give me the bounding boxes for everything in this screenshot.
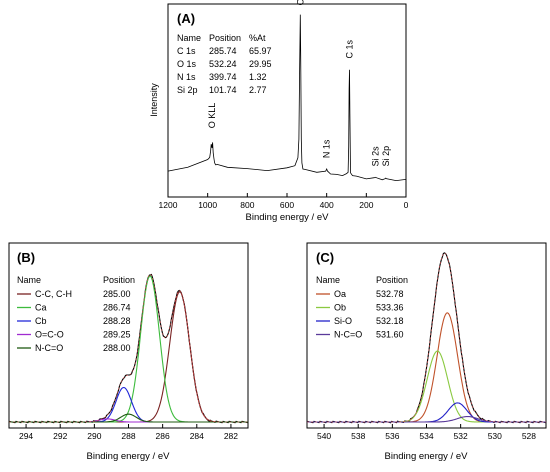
fit-curve	[307, 252, 546, 423]
panel-c-curves	[306, 252, 547, 424]
panel-b-xlabel: Binding energy / eV	[87, 451, 171, 462]
x-tick-label: 540	[317, 431, 331, 441]
panel-c: (C) Binding energy / eV 540 538 536 534 532 5…	[306, 242, 547, 462]
table-cell: O 1s	[177, 59, 197, 69]
panel-a-survey-line	[167, 14, 407, 182]
component-curve	[307, 402, 546, 423]
panel-b-x-ticks: 294 292 290 288 286 284 282	[19, 424, 238, 441]
table-cell: N 1s	[177, 72, 196, 82]
legend-header-position: Position	[376, 275, 408, 285]
table-cell: 65.97	[249, 46, 272, 56]
x-tick-label: 1200	[159, 200, 178, 210]
panel-a-table: Name Position %At C 1s 285.74 65.97 O 1s…	[177, 33, 272, 95]
x-tick-label: 528	[522, 431, 536, 441]
panel-a-label: (A)	[177, 11, 195, 26]
table-cell: 532.24	[209, 59, 237, 69]
table-header-position: Position	[209, 33, 241, 43]
x-tick-label: 530	[488, 431, 502, 441]
legend-position: 286.74	[103, 303, 131, 313]
panel-a-x-ticks: 1200 1000 800 600 400 200 0	[159, 193, 409, 210]
panel-b-legend: Name Position C-C, C-H 285.00 Ca 286.74 Cb 28…	[17, 275, 135, 353]
panel-a-ylabel: Intensity	[149, 83, 159, 117]
panel-a: (A) Intensity Binding energy / eV 1200 10…	[149, 0, 409, 223]
peak-label: N 1s	[322, 139, 332, 158]
legend-position: 285.00	[103, 289, 131, 299]
legend-position: 289.25	[103, 330, 131, 340]
panel-c-x-ticks: 540 538 536 534 532 530 528	[317, 424, 536, 441]
legend-name: O=C-O	[35, 330, 64, 340]
legend-header-name: Name	[17, 275, 41, 285]
legend-name: N-C=O	[334, 330, 362, 340]
x-tick-label: 800	[240, 200, 254, 210]
legend-name: Ca	[35, 303, 47, 313]
table-cell: 1.32	[249, 72, 267, 82]
legend-position: 532.18	[376, 316, 404, 326]
legend-name: Oa	[334, 289, 346, 299]
x-tick-label: 1000	[198, 200, 217, 210]
x-tick-label: 284	[190, 431, 204, 441]
table-cell: Si 2p	[177, 85, 198, 95]
x-tick-label: 400	[320, 200, 334, 210]
legend-name: Cb	[35, 316, 47, 326]
legend-name: C-C, C-H	[35, 289, 72, 299]
peak-label: O 1s	[295, 0, 305, 5]
table-cell: 2.77	[249, 85, 267, 95]
component-curve	[307, 350, 546, 423]
panel-c-label: (C)	[316, 250, 334, 265]
legend-header-name: Name	[316, 275, 340, 285]
table-cell: C 1s	[177, 46, 196, 56]
peak-label: Si 2p	[381, 146, 391, 167]
panel-b-label: (B)	[17, 250, 35, 265]
legend-name: Si-O	[334, 316, 352, 326]
peak-label: C 1s	[344, 39, 354, 58]
x-tick-label: 292	[53, 431, 67, 441]
component-curve	[9, 413, 248, 423]
x-tick-label: 534	[419, 431, 433, 441]
x-tick-label: 288	[121, 431, 135, 441]
x-tick-label: 600	[280, 200, 294, 210]
legend-position: 288.28	[103, 316, 131, 326]
x-tick-label: 294	[19, 431, 33, 441]
legend-position: 532.78	[376, 289, 404, 299]
table-cell: 101.74	[209, 85, 237, 95]
panel-a-xlabel: Binding energy / eV	[246, 212, 330, 223]
x-tick-label: 290	[87, 431, 101, 441]
legend-name: Ob	[334, 303, 346, 313]
peak-label: O KLL	[207, 103, 217, 129]
legend-name: N-C=O	[35, 343, 63, 353]
peak-label: Si 2s	[371, 146, 381, 167]
legend-header-position: Position	[103, 275, 135, 285]
panel-c-legend: Name Position Oa 532.78 Ob 533.36 Si-O 532.18…	[316, 275, 408, 340]
table-cell: 285.74	[209, 46, 237, 56]
component-curve	[307, 415, 546, 423]
panel-b: (B) Binding energy / eV 294 292 290 288 286 2…	[8, 242, 249, 462]
x-tick-label: 538	[351, 431, 365, 441]
component-curve	[9, 386, 248, 423]
x-tick-label: 536	[385, 431, 399, 441]
legend-position: 531.60	[376, 330, 404, 340]
table-header-name: Name	[177, 33, 201, 43]
x-tick-label: 532	[454, 431, 468, 441]
panel-b-curves	[8, 273, 249, 424]
legend-position: 288.00	[103, 343, 131, 353]
x-tick-label: 282	[224, 431, 238, 441]
x-tick-label: 286	[156, 431, 170, 441]
table-cell: 29.95	[249, 59, 272, 69]
x-tick-label: 0	[404, 200, 409, 210]
panel-c-xlabel: Binding energy / eV	[385, 451, 469, 462]
table-header-at: %At	[249, 33, 266, 43]
table-cell: 399.74	[209, 72, 237, 82]
legend-position: 533.36	[376, 303, 404, 313]
x-tick-label: 200	[359, 200, 373, 210]
